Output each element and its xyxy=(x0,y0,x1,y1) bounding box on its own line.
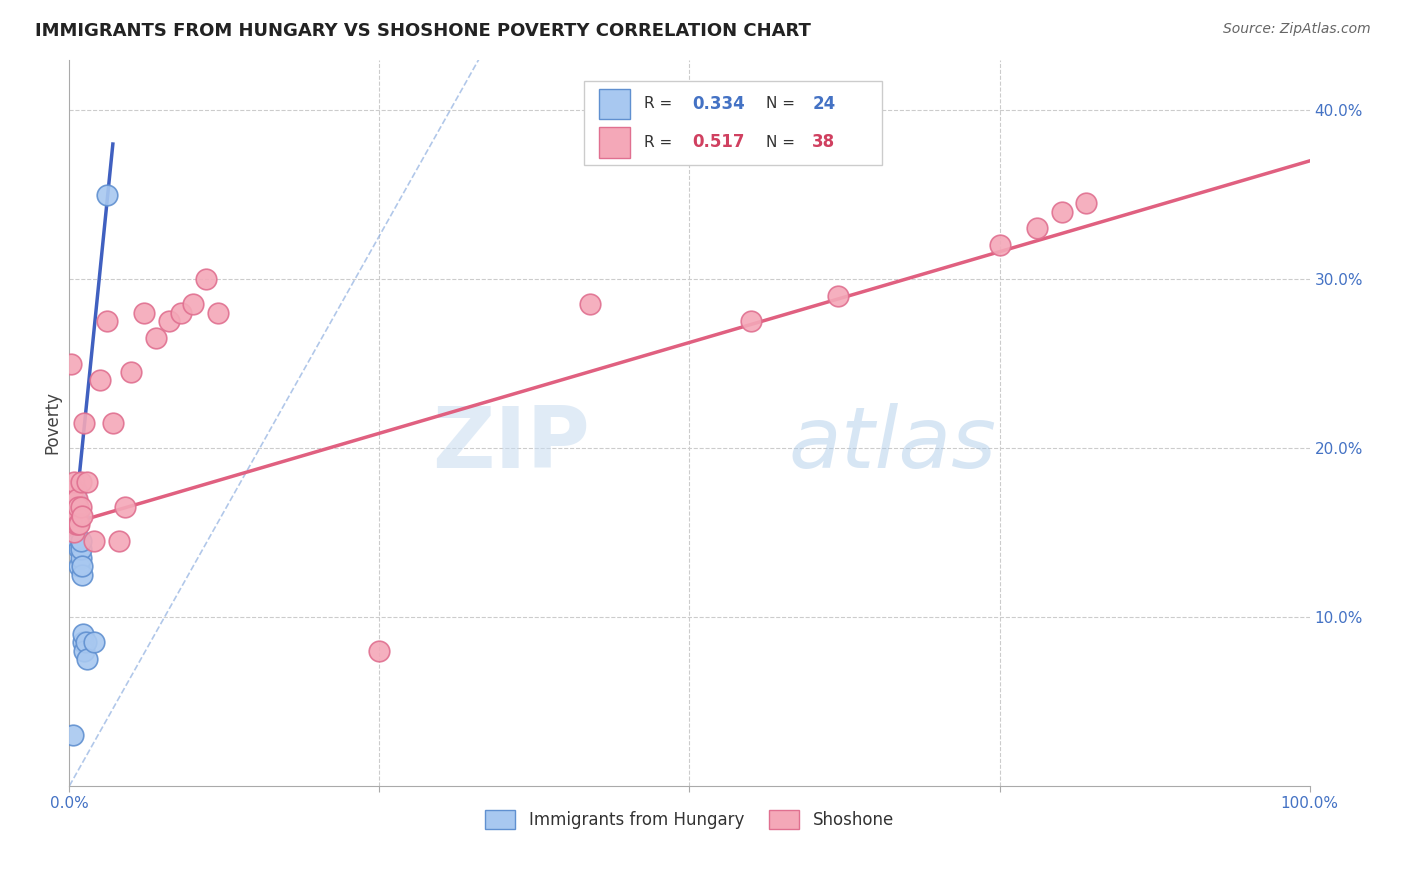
Point xyxy=(83,533,105,548)
Point xyxy=(72,627,94,641)
Point xyxy=(65,516,87,531)
Text: R =: R = xyxy=(644,135,672,150)
Point xyxy=(1050,204,1073,219)
Point xyxy=(67,516,90,531)
Point xyxy=(368,643,391,657)
Point xyxy=(67,500,90,515)
Text: ZIP: ZIP xyxy=(433,403,591,486)
Point xyxy=(67,533,90,548)
Text: 0.517: 0.517 xyxy=(692,133,744,152)
Point xyxy=(67,542,90,557)
Point xyxy=(63,475,86,489)
Point xyxy=(1076,196,1098,211)
Point xyxy=(69,500,91,515)
Point xyxy=(183,297,205,311)
Point xyxy=(89,374,111,388)
Point xyxy=(114,500,136,515)
Point xyxy=(62,483,84,498)
Point xyxy=(72,635,94,649)
Point xyxy=(67,508,90,523)
Point xyxy=(101,416,124,430)
Point xyxy=(827,289,849,303)
Point xyxy=(67,516,90,531)
Point xyxy=(70,559,93,574)
Point xyxy=(66,508,89,523)
Point xyxy=(194,272,217,286)
Point xyxy=(132,306,155,320)
Point xyxy=(65,508,87,523)
Point xyxy=(67,516,90,531)
Point xyxy=(59,357,82,371)
Point xyxy=(76,475,98,489)
Point xyxy=(1025,221,1047,235)
Point xyxy=(579,297,602,311)
Point xyxy=(96,314,118,328)
Point xyxy=(73,416,96,430)
Point xyxy=(69,533,91,548)
Point xyxy=(69,550,91,565)
Point xyxy=(63,533,86,548)
FancyBboxPatch shape xyxy=(583,81,882,165)
Text: 38: 38 xyxy=(813,133,835,152)
Point xyxy=(75,635,97,649)
Point xyxy=(145,331,167,345)
FancyBboxPatch shape xyxy=(599,127,630,158)
Text: IMMIGRANTS FROM HUNGARY VS SHOSHONE POVERTY CORRELATION CHART: IMMIGRANTS FROM HUNGARY VS SHOSHONE POVE… xyxy=(35,22,811,40)
Point xyxy=(740,314,762,328)
Point xyxy=(108,533,131,548)
Point xyxy=(66,491,89,506)
Point xyxy=(65,491,87,506)
Point xyxy=(66,516,89,531)
Point xyxy=(207,306,229,320)
Text: 0.334: 0.334 xyxy=(692,95,745,113)
Point xyxy=(76,652,98,666)
Point xyxy=(120,365,142,379)
Point xyxy=(69,542,91,557)
Point xyxy=(69,475,91,489)
Text: Source: ZipAtlas.com: Source: ZipAtlas.com xyxy=(1223,22,1371,37)
Point xyxy=(96,187,118,202)
Point xyxy=(65,483,87,498)
Point xyxy=(70,508,93,523)
Legend: Immigrants from Hungary, Shoshone: Immigrants from Hungary, Shoshone xyxy=(478,803,900,836)
Point xyxy=(66,508,89,523)
Text: N =: N = xyxy=(766,135,796,150)
Point xyxy=(63,525,86,540)
Point xyxy=(60,516,83,531)
FancyBboxPatch shape xyxy=(599,88,630,120)
Text: N =: N = xyxy=(766,96,796,112)
Text: atlas: atlas xyxy=(789,403,997,486)
Point xyxy=(73,643,96,657)
Point xyxy=(83,635,105,649)
Point xyxy=(170,306,193,320)
Point xyxy=(70,567,93,582)
Y-axis label: Poverty: Poverty xyxy=(44,392,60,454)
Point xyxy=(67,559,90,574)
Text: R =: R = xyxy=(644,96,672,112)
Point xyxy=(157,314,180,328)
Text: 24: 24 xyxy=(813,95,835,113)
Point xyxy=(62,728,84,742)
Point xyxy=(988,238,1011,252)
